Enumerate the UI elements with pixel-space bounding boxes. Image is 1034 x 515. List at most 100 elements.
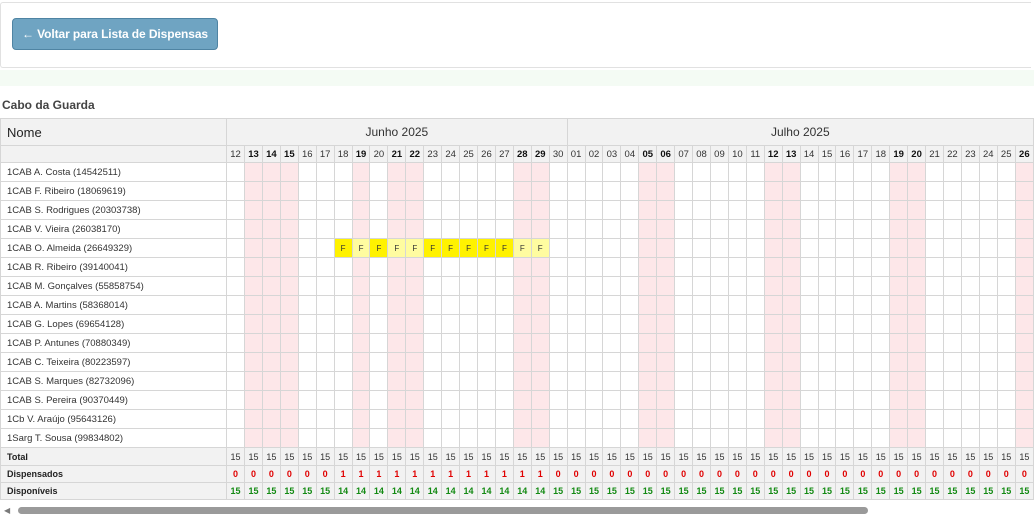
day-cell[interactable] <box>548 181 568 201</box>
day-cell[interactable] <box>279 409 299 429</box>
day-cell[interactable] <box>548 200 568 220</box>
day-cell[interactable] <box>835 371 855 391</box>
day-cell[interactable] <box>369 276 389 296</box>
day-cell[interactable] <box>978 352 998 372</box>
day-cell[interactable] <box>494 314 514 334</box>
day-cell[interactable] <box>584 390 604 410</box>
day-cell[interactable] <box>674 200 694 220</box>
day-cell[interactable] <box>387 200 407 220</box>
day-cell[interactable] <box>871 219 891 239</box>
day-cell[interactable] <box>279 276 299 296</box>
day-cell[interactable] <box>494 181 514 201</box>
day-cell[interactable] <box>530 200 550 220</box>
day-cell[interactable] <box>494 352 514 372</box>
day-cell[interactable] <box>405 295 425 315</box>
day-cell[interactable] <box>494 162 514 182</box>
day-cell[interactable] <box>960 219 980 239</box>
day-cell[interactable] <box>960 352 980 372</box>
day-cell[interactable] <box>566 219 586 239</box>
day-cell[interactable] <box>244 295 263 315</box>
day-cell[interactable] <box>656 352 676 372</box>
dispensation-mark[interactable]: F <box>333 238 353 258</box>
day-cell[interactable] <box>459 200 478 220</box>
day-cell[interactable] <box>638 333 658 353</box>
day-cell[interactable] <box>781 352 801 372</box>
day-cell[interactable] <box>315 352 335 372</box>
day-cell[interactable] <box>709 371 729 391</box>
day-cell[interactable] <box>763 276 783 296</box>
day-cell[interactable] <box>279 295 299 315</box>
dispensation-mark[interactable]: F <box>423 238 443 258</box>
day-cell[interactable] <box>656 409 676 429</box>
day-cell[interactable] <box>512 352 532 372</box>
day-cell[interactable] <box>548 390 568 410</box>
day-cell[interactable] <box>709 352 729 372</box>
day-cell[interactable] <box>781 333 801 353</box>
day-cell[interactable] <box>297 371 317 391</box>
day-cell[interactable] <box>674 238 694 258</box>
day-cell[interactable] <box>477 181 496 201</box>
day-cell[interactable] <box>656 276 676 296</box>
day-cell[interactable] <box>530 295 550 315</box>
day-cell[interactable] <box>315 295 335 315</box>
day-cell[interactable] <box>817 162 837 182</box>
day-cell[interactable] <box>477 428 496 448</box>
day-cell[interactable] <box>226 276 246 296</box>
day-cell[interactable] <box>925 314 944 334</box>
day-cell[interactable] <box>584 428 604 448</box>
day-cell[interactable] <box>566 390 586 410</box>
day-cell[interactable] <box>799 238 819 258</box>
day-cell[interactable] <box>745 352 765 372</box>
day-cell[interactable] <box>387 219 407 239</box>
day-cell[interactable] <box>369 162 389 182</box>
day-cell[interactable] <box>674 276 694 296</box>
day-cell[interactable] <box>441 371 461 391</box>
day-cell[interactable] <box>781 257 801 277</box>
day-cell[interactable] <box>405 390 425 410</box>
day-cell[interactable] <box>297 181 317 201</box>
day-cell[interactable] <box>763 162 783 182</box>
day-cell[interactable] <box>960 200 980 220</box>
dispensation-mark[interactable]: F <box>512 238 532 258</box>
day-cell[interactable] <box>978 333 998 353</box>
day-cell[interactable] <box>907 181 927 201</box>
day-cell[interactable] <box>405 352 425 372</box>
day-cell[interactable] <box>333 219 353 239</box>
day-cell[interactable] <box>745 390 765 410</box>
day-cell[interactable] <box>333 276 353 296</box>
day-cell[interactable] <box>727 257 747 277</box>
day-cell[interactable] <box>369 333 389 353</box>
day-cell[interactable] <box>942 162 962 182</box>
day-cell[interactable] <box>709 428 729 448</box>
day-cell[interactable] <box>315 371 335 391</box>
day-cell[interactable] <box>638 371 658 391</box>
day-cell[interactable] <box>817 390 837 410</box>
day-cell[interactable] <box>674 333 694 353</box>
day-cell[interactable] <box>405 181 425 201</box>
day-cell[interactable] <box>512 371 532 391</box>
day-cell[interactable] <box>1014 219 1034 239</box>
day-cell[interactable] <box>763 352 783 372</box>
day-cell[interactable] <box>889 314 909 334</box>
day-cell[interactable] <box>996 257 1016 277</box>
day-cell[interactable] <box>494 390 514 410</box>
day-cell[interactable] <box>674 181 694 201</box>
day-cell[interactable] <box>978 257 998 277</box>
day-cell[interactable] <box>548 219 568 239</box>
day-cell[interactable] <box>674 295 694 315</box>
day-cell[interactable] <box>369 371 389 391</box>
day-cell[interactable] <box>333 333 353 353</box>
day-cell[interactable] <box>638 352 658 372</box>
day-cell[interactable] <box>602 238 622 258</box>
day-cell[interactable] <box>423 219 443 239</box>
day-cell[interactable] <box>709 181 729 201</box>
day-cell[interactable] <box>315 257 335 277</box>
day-cell[interactable] <box>709 162 729 182</box>
day-cell[interactable] <box>620 219 640 239</box>
day-cell[interactable] <box>441 162 461 182</box>
day-cell[interactable] <box>494 200 514 220</box>
day-cell[interactable] <box>853 200 873 220</box>
day-cell[interactable] <box>763 314 783 334</box>
day-cell[interactable] <box>853 257 873 277</box>
day-cell[interactable] <box>709 409 729 429</box>
